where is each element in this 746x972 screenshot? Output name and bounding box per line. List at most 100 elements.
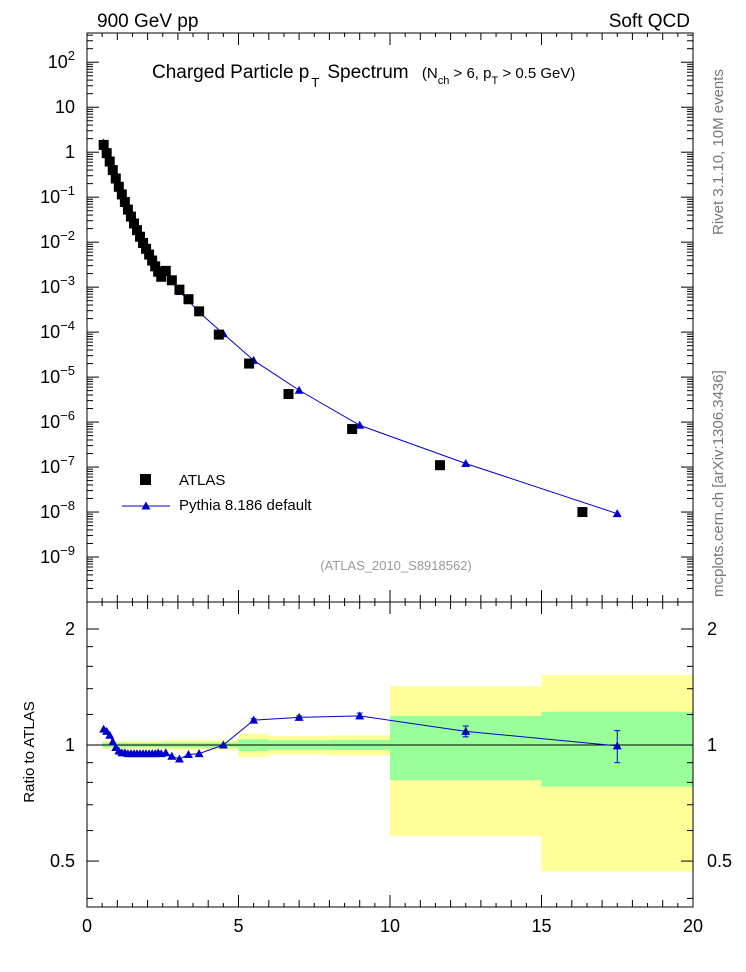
main-title: Charged Particle p T Spectrum (Nch > 6, pT…: [152, 62, 575, 90]
legend-atlas-label: ATLAS: [179, 472, 225, 489]
main-ytick-label-base: 10: [40, 547, 60, 567]
main-atlas-point: [98, 139, 109, 150]
main-atlas-point: [128, 218, 139, 229]
main-atlas-point: [347, 424, 358, 435]
main-ytick-label-base: 10: [40, 232, 60, 252]
title-paren-close: > 0.5 GeV): [498, 65, 575, 82]
title-main: Charged Particle p: [152, 62, 309, 83]
main-atlas-point: [101, 148, 112, 159]
ratio-pythia-point: [184, 749, 194, 758]
legend-pythia-label: Pythia 8.186 default: [179, 497, 312, 514]
main-pythia-point: [461, 458, 471, 467]
main-ytick-label-exponent: −7: [60, 453, 75, 468]
main-ytick-label-base: 10: [40, 277, 60, 297]
main-ytick-label: 10−5: [40, 363, 75, 387]
main-atlas-point: [147, 255, 158, 266]
main-atlas-point: [138, 237, 149, 248]
main-ytick-label-exponent: −8: [60, 498, 75, 513]
main-atlas-point: [166, 275, 177, 286]
main-atlas-point: [110, 173, 121, 184]
main-pythia-line: [103, 142, 618, 515]
analysis-annotation: (ATLAS_2010_S8918562): [320, 558, 472, 573]
main-ytick-label: 10−9: [40, 543, 75, 567]
main-ytick-label-exponent: 2: [68, 48, 75, 63]
ratio-ytick-label-right: 2: [707, 619, 717, 639]
ratio-pythia-point: [105, 730, 115, 739]
main-ytick-label-base: 10: [48, 52, 68, 72]
main-ytick-label: 10−4: [40, 318, 75, 342]
title-paren-open: (N: [422, 65, 438, 82]
main-ytick-label-base: 10: [40, 412, 60, 432]
title-paren-sub-t: T: [492, 75, 499, 87]
main-ytick-label-exponent: −2: [60, 228, 75, 243]
ratio-pythia-point: [161, 748, 171, 757]
ratio-pythia-point: [167, 751, 177, 760]
xtick-label: 0: [82, 916, 92, 936]
main-atlas-point: [135, 231, 146, 242]
main-ytick-label: 10−8: [40, 498, 75, 522]
side-mcplots: mcplots.cern.ch [arXiv:1306.3436]: [710, 370, 727, 597]
ratio-ylabel: Ratio to ATLAS: [21, 701, 38, 802]
main-atlas-point: [153, 266, 164, 277]
xtick-label: 15: [531, 916, 551, 936]
main-ytick-label-base: 1: [65, 142, 75, 162]
ratio-ytick-label-left: 1: [65, 735, 75, 755]
ratio-ytick-label-left: 2: [65, 619, 75, 639]
legend: ATLAS Pythia 8.186 default: [122, 472, 312, 514]
main-atlas-point: [283, 389, 294, 400]
main-atlas-point: [104, 156, 115, 167]
ratio-pythia-point: [249, 715, 259, 724]
ratio-ytick-label-right: 0.5: [707, 851, 732, 871]
main-ytick-label-exponent: −9: [60, 543, 75, 558]
main-ytick-label: 10−3: [40, 273, 75, 297]
title-sub-t: T: [311, 75, 319, 90]
x-axis: 0 5 10 15 20: [82, 33, 703, 936]
main-atlas-point: [113, 181, 124, 192]
main-atlas-point: [144, 249, 155, 260]
main-ytick-label: 1: [65, 142, 75, 162]
main-pythia-point: [612, 509, 622, 518]
ratio-plot: 0.5 0.5 1 1 2 2: [50, 601, 732, 908]
main-ytick-label: 10: [55, 97, 75, 117]
header-left: 900 GeV pp: [97, 11, 198, 32]
main-ytick-label-exponent: −3: [60, 273, 75, 288]
ratio-pythia-point: [108, 737, 118, 746]
main-ytick-label-base: 10: [40, 187, 60, 207]
ratio-pythia-point: [194, 749, 204, 758]
ratio-pythia-point: [294, 712, 304, 721]
xtick-label: 10: [380, 916, 400, 936]
main-atlas-point: [160, 265, 171, 276]
main-ytick-label: 10−6: [40, 408, 75, 432]
main-atlas-point: [150, 261, 161, 272]
main-ytick-label-exponent: −6: [60, 408, 75, 423]
main-ytick-label-base: 10: [40, 367, 60, 387]
main-ytick-label-exponent: −4: [60, 318, 75, 333]
ratio-pythia-point: [461, 726, 471, 735]
main-atlas-point: [194, 306, 205, 317]
main-plot: 10210110−110−210−310−410−510−610−710−810…: [40, 32, 694, 603]
title-main-2: Spectrum: [327, 62, 408, 83]
xtick-label: 5: [233, 916, 243, 936]
main-ytick-label-exponent: −5: [60, 363, 75, 378]
side-rivet: Rivet 3.1.10, 10M events: [710, 69, 727, 235]
main-pythia-point: [294, 385, 304, 394]
legend-pythia-marker: [141, 501, 151, 510]
main-ytick-label: 10−7: [40, 453, 75, 477]
main-atlas-point: [213, 329, 224, 340]
main-ytick-label-base: 10: [40, 322, 60, 342]
main-atlas-point: [116, 189, 127, 200]
main-ytick-label-base: 10: [40, 457, 60, 477]
main-atlas-point: [122, 204, 133, 215]
main-ytick-label-exponent: −1: [60, 183, 75, 198]
header-right: Soft QCD: [609, 11, 690, 32]
legend-atlas-marker: [140, 474, 151, 485]
main-atlas-point: [244, 358, 255, 369]
main-atlas-point: [131, 225, 142, 236]
main-ytick-label-base: 10: [40, 502, 60, 522]
main-ytick-label-base: 10: [55, 97, 75, 117]
main-ytick-label: 10−1: [40, 183, 75, 207]
main-atlas-point: [183, 294, 194, 305]
title-paren: (Nch > 6, pT > 0.5 GeV): [422, 65, 575, 87]
main-atlas-point: [577, 507, 588, 518]
